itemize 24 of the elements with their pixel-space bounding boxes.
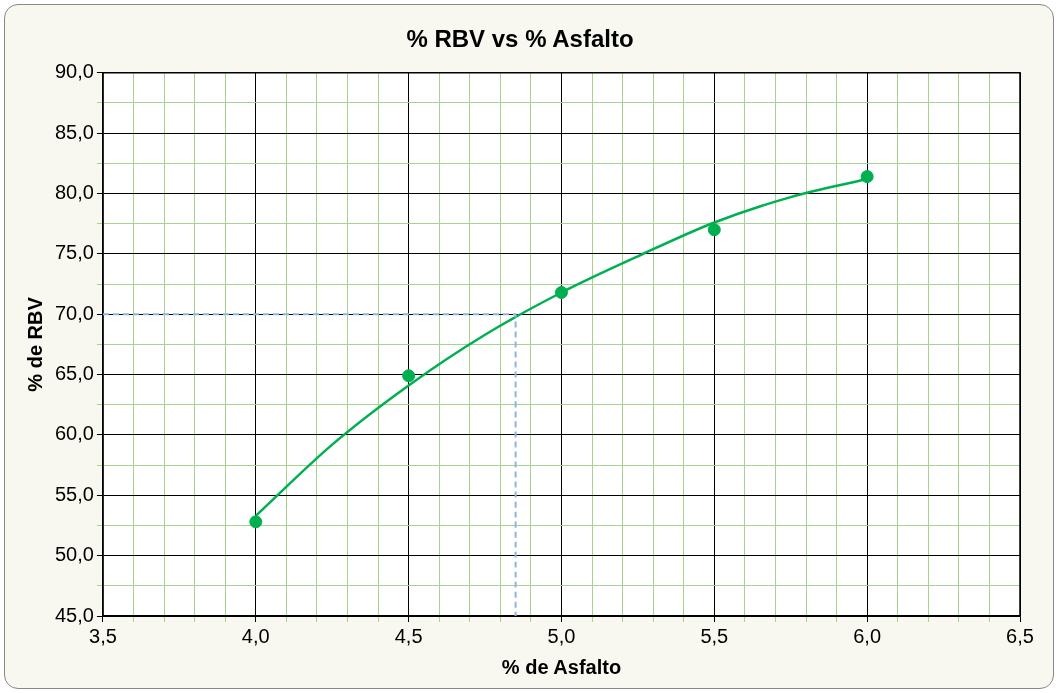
y-tick-label: 90,0 xyxy=(54,60,94,83)
y-tick-label: 65,0 xyxy=(54,362,94,385)
y-tick-label: 55,0 xyxy=(54,482,94,505)
y-tick-label: 45,0 xyxy=(54,603,94,626)
x-tick-label: 6,5 xyxy=(1006,624,1034,647)
x-tick-label: 6,0 xyxy=(853,624,882,647)
x-axis-title: % de Asfalto xyxy=(501,655,622,678)
y-tick-label: 50,0 xyxy=(54,543,94,566)
chart-title: % RBV vs % Asfalto xyxy=(406,25,634,53)
y-tick-label: 75,0 xyxy=(54,241,94,264)
y-tick-label: 60,0 xyxy=(54,422,94,445)
y-tick-label: 85,0 xyxy=(54,120,94,143)
point xyxy=(402,369,416,383)
x-tick-label: 4,5 xyxy=(394,624,423,647)
point xyxy=(707,223,721,237)
y-tick-label: 70,0 xyxy=(54,301,94,324)
x-tick-label: 3,5 xyxy=(89,624,117,647)
x-tick-label: 5,0 xyxy=(547,624,576,647)
point xyxy=(860,170,874,184)
y-axis-title: % de RBV xyxy=(23,296,46,392)
point xyxy=(249,515,263,529)
x-tick-label: 4,0 xyxy=(241,624,270,647)
y-tick-label: 80,0 xyxy=(54,181,94,204)
x-tick-label: 5,5 xyxy=(700,624,729,647)
